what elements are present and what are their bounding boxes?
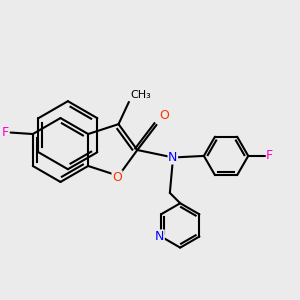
Text: N: N bbox=[155, 230, 164, 243]
Text: CH₃: CH₃ bbox=[130, 90, 151, 100]
Text: O: O bbox=[112, 171, 122, 184]
Text: F: F bbox=[266, 149, 272, 162]
Text: O: O bbox=[160, 109, 170, 122]
Text: F: F bbox=[2, 126, 9, 139]
Text: N: N bbox=[168, 151, 178, 164]
